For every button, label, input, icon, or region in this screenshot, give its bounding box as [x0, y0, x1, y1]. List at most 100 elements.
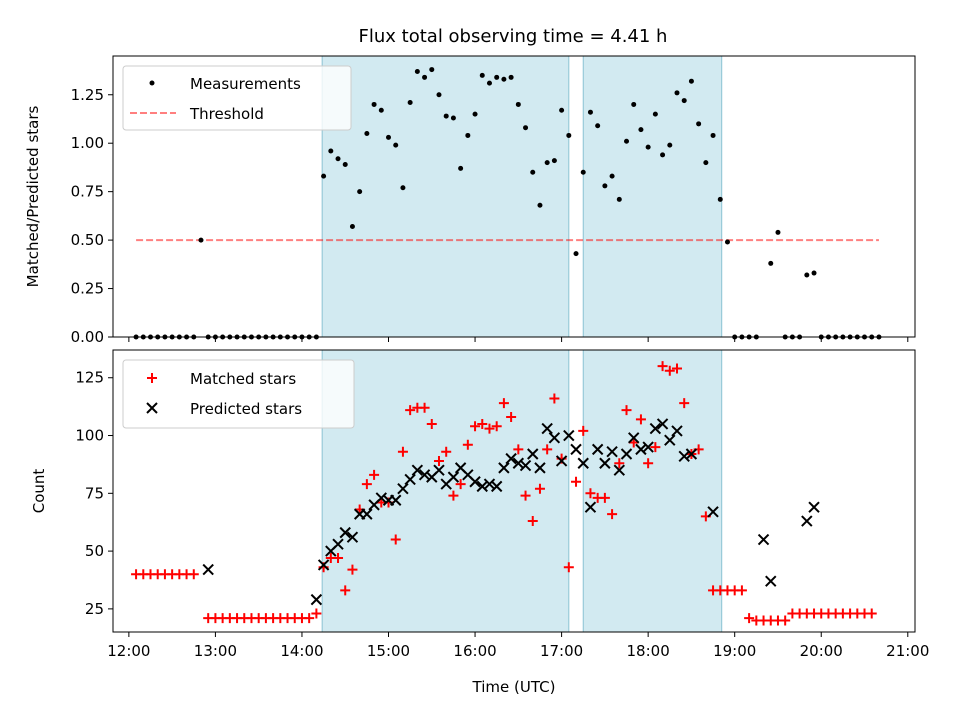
- measurement-point: [458, 165, 464, 171]
- measurement-point: [479, 72, 485, 78]
- measurement-point: [386, 134, 392, 140]
- predicted-star-point: [678, 450, 690, 463]
- predicted-star-point: [599, 457, 611, 469]
- measurement-point: [688, 78, 694, 84]
- measurement-point: [631, 101, 637, 107]
- measurement-point: [537, 202, 543, 208]
- predicted-star-point: [591, 443, 604, 456]
- matched-star-point: [736, 585, 747, 596]
- measurement-point: [703, 160, 709, 166]
- bottom-panel: 12:00 13:00 14:00 15:00 16:00 17:00 18:00 19:00…: [30, 349, 929, 696]
- matched-star-point: [607, 509, 618, 520]
- measurement-point: [335, 156, 341, 162]
- measurement-point: [624, 138, 630, 144]
- matched-star-point: [664, 365, 675, 376]
- observing-window-shade: [582, 55, 723, 338]
- matched-star-point: [643, 458, 654, 469]
- matched-star-point: [513, 444, 524, 455]
- predicted-star-point: [649, 422, 662, 435]
- measurement-point: [501, 76, 507, 82]
- measurement-point: [414, 69, 420, 75]
- measurement-point: [652, 111, 658, 117]
- matched-star-point: [470, 421, 481, 432]
- measurement-point: [587, 109, 593, 115]
- matched-star-point: [491, 421, 502, 432]
- matched-star-point: [369, 469, 380, 480]
- matched-star-point: [599, 492, 610, 503]
- predicted-star-points: [202, 418, 820, 606]
- x-tick-label: 18:00: [627, 642, 670, 660]
- predicted-star-point: [757, 533, 770, 546]
- predicted-star-point: [613, 464, 626, 476]
- matched-star-point: [361, 479, 372, 490]
- measurement-point: [515, 101, 521, 107]
- measurement-point: [811, 270, 817, 276]
- measurement-point: [616, 196, 622, 202]
- measurement-point: [530, 169, 536, 175]
- measurement-point: [580, 169, 586, 175]
- bottom-y-tick-label: 75: [85, 484, 104, 502]
- predicted-star-point: [584, 501, 597, 513]
- bottom-y-tick-label: 100: [75, 427, 104, 445]
- matched-star-point: [563, 562, 574, 573]
- matched-star-point: [657, 361, 668, 372]
- measurement-point: [566, 132, 572, 138]
- x-tick-label: 13:00: [194, 642, 237, 660]
- measurement-point: [450, 115, 456, 121]
- x-tick-label: 16:00: [453, 642, 496, 660]
- predicted-star-point: [317, 559, 330, 571]
- measurement-point: [443, 113, 449, 119]
- predicted-star-point: [469, 476, 481, 488]
- measurement-point: [595, 123, 601, 129]
- top-y-tick-label: 1.00: [71, 134, 104, 152]
- top-y-tick-label: 1.25: [71, 86, 104, 104]
- bottom-y-tick-label: 25: [85, 600, 104, 618]
- measurement-point: [400, 185, 406, 191]
- predicted-star-point: [310, 593, 323, 606]
- predicted-star-point: [339, 526, 351, 539]
- bottom-axes-frame: [112, 349, 916, 633]
- top-legend: Measurements Threshold: [122, 65, 352, 131]
- predicted-star-point: [635, 443, 647, 456]
- matched-star-point: [448, 490, 459, 501]
- measurement-point: [775, 229, 781, 235]
- measurement-point: [371, 101, 377, 107]
- predicted-star-point: [397, 482, 409, 495]
- measurement-point: [342, 162, 348, 168]
- top-axes-frame: [112, 55, 916, 338]
- measurement-point: [667, 142, 673, 148]
- predicted-star-point: [628, 432, 640, 444]
- measurement-point: [429, 67, 435, 73]
- predicted-star-point: [707, 506, 719, 518]
- matched-star-point: [578, 425, 589, 436]
- measurement-point: [328, 148, 334, 154]
- measurement-point: [645, 144, 651, 150]
- chart-title: Flux total observing time = 4.41 h: [359, 26, 668, 47]
- predicted-star-point: [483, 478, 496, 490]
- matched-star-point: [347, 564, 358, 575]
- matched-star-point: [571, 476, 582, 487]
- matched-star-point: [744, 613, 755, 624]
- predicted-star-point: [512, 457, 525, 469]
- predicted-star-point: [346, 531, 359, 543]
- predicted-star-point: [570, 443, 582, 456]
- measurement-point: [559, 107, 565, 113]
- measurement-point: [393, 142, 399, 148]
- top-y-tick-label: 0.50: [71, 231, 104, 249]
- x-tick-label: 14:00: [280, 642, 323, 660]
- measurement-point: [321, 173, 327, 179]
- matched-star-point: [635, 414, 646, 425]
- bottom-axis-ticks: 12:00 13:00 14:00 15:00 16:00 17:00 18:00 19:00…: [75, 369, 929, 660]
- bottom-y-tick-label: 125: [75, 369, 104, 387]
- matched-star-point: [534, 483, 545, 494]
- measurement-point: [696, 121, 702, 127]
- matched-star-point: [542, 444, 553, 455]
- x-tick-label: 15:00: [367, 642, 410, 660]
- measurement-point: [486, 80, 492, 86]
- matched-star-point: [390, 534, 401, 545]
- measurement-point: [717, 196, 723, 202]
- measurement-point: [523, 125, 529, 131]
- legend-predicted-label: Predicted stars: [190, 400, 302, 418]
- measurement-point: [681, 98, 687, 104]
- legend-matched-marker: [147, 373, 157, 383]
